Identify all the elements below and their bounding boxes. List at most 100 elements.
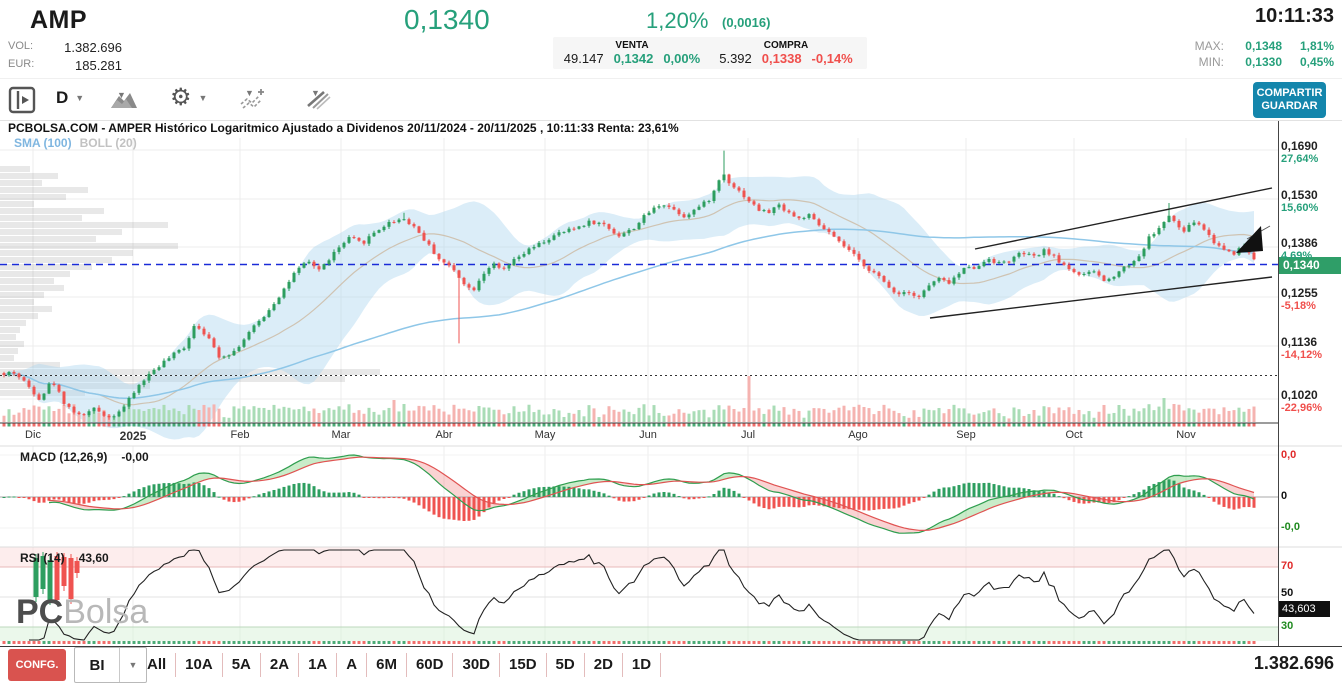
month-label: Abr	[435, 429, 453, 441]
price-axis-percent: 27,64%	[1281, 153, 1319, 165]
clock: 10:11:33	[1255, 5, 1334, 27]
last-price: 0,1340	[404, 4, 490, 35]
chevron-down-icon: ▼	[311, 88, 320, 98]
change-percent: 1,20%	[646, 8, 709, 33]
max-price: 0,1348	[1245, 39, 1282, 53]
header-divider	[0, 78, 1342, 79]
gridlines	[0, 138, 1278, 641]
chevron-down-icon: ▼	[117, 90, 126, 100]
bid-price: 0,1338	[761, 51, 802, 66]
macd-axis-zero: 0	[1281, 490, 1288, 502]
range-button-5a[interactable]: 5A	[223, 652, 261, 677]
watermark-pc: PC	[16, 593, 64, 631]
reference-lines	[0, 263, 1278, 377]
tick-strip-bottom	[2, 641, 1256, 644]
eur-label: EUR:	[8, 58, 35, 70]
chart-type-button[interactable]: ▼	[110, 90, 137, 108]
arrow-annotation	[1236, 225, 1271, 253]
volume-bars	[2, 376, 1256, 422]
price-axis-percent: -14,12%	[1281, 349, 1322, 361]
range-button-30d[interactable]: 30D	[453, 652, 501, 677]
range-button-6m[interactable]: 6M	[367, 652, 407, 677]
macd-panel	[0, 454, 1278, 534]
price-axis-percent: 15,60%	[1281, 202, 1319, 214]
rsi-label-row: RSI (14) 43,60	[20, 551, 109, 565]
month-label: Jun	[639, 429, 657, 441]
draw-tools-button[interactable]: ▼	[304, 88, 331, 110]
vol-value: 1.382.696	[64, 40, 122, 55]
panel-toggle-icon	[8, 86, 36, 114]
legend-boll: BOLL (20)	[79, 136, 137, 150]
range-button-2d[interactable]: 2D	[585, 652, 623, 677]
timeframe-selector[interactable]: D ▼	[56, 88, 84, 108]
config-button[interactable]: CONFG.	[8, 649, 66, 681]
watermark-bolsa: Bolsa	[63, 593, 149, 631]
add-indicator-icon	[240, 89, 264, 109]
month-label: May	[534, 429, 556, 441]
legend-sma: SMA (100)	[14, 136, 72, 150]
month-label: Ago	[848, 429, 868, 441]
settings-button[interactable]: ⚙ ▼	[170, 86, 207, 110]
tick-strip-top	[2, 423, 1256, 427]
macd-label-row: MACD (12,26,9) -0,00	[20, 450, 149, 464]
pcbolsa-watermark: PCBolsa	[16, 594, 148, 630]
price-axis-percent: -22,96%	[1281, 402, 1322, 414]
current-price-badge: 0,1340	[1279, 257, 1341, 274]
range-button-a[interactable]: A	[337, 652, 368, 677]
vol-label: VOL:	[8, 40, 34, 52]
share-save-button[interactable]: COMPARTIR GUARDAR	[1253, 82, 1326, 118]
sma100-line	[3, 228, 1255, 400]
month-label: Feb	[230, 429, 250, 441]
bid-quantity: 5.392	[719, 51, 752, 66]
indicators-button[interactable]: ▼	[238, 88, 264, 109]
area-chart-icon	[111, 93, 137, 108]
rsi-value: 43,60	[78, 551, 109, 565]
range-button-1a[interactable]: 1A	[299, 652, 338, 677]
price-axis-value: 0,1386	[1281, 236, 1318, 250]
candles	[2, 150, 1256, 420]
range-button-5d[interactable]: 5D	[547, 652, 585, 677]
save-label: GUARDAR	[1261, 100, 1318, 112]
month-label: Nov	[1176, 429, 1196, 441]
range-button-10a[interactable]: 10A	[176, 652, 223, 677]
range-buttons: All 10A 5A 2A 1A A 6M 60D 30D 15D 5D 2D 1D	[138, 647, 662, 682]
trend-lines	[929, 187, 1273, 319]
range-button-1d[interactable]: 1D	[623, 652, 662, 677]
chevron-down-icon: ▼	[119, 648, 146, 682]
macd-axis-bottom: -0,0	[1281, 521, 1300, 533]
range-button-all[interactable]: All	[138, 652, 177, 677]
price-axis-value: 0,1255	[1281, 286, 1318, 300]
macd-axis-top: 0,0	[1281, 449, 1297, 461]
price-axis-percent: -5,18%	[1281, 300, 1316, 312]
max-percent: 1,81%	[1299, 39, 1334, 53]
range-button-60d[interactable]: 60D	[407, 652, 454, 677]
bottom-divider	[0, 646, 1342, 647]
panel-borders	[0, 121, 1342, 646]
range-button-15d[interactable]: 15D	[500, 652, 547, 677]
ask-quantity: 49.147	[563, 51, 604, 66]
max-label: MAX:	[1194, 39, 1224, 53]
price-axis-value: 0,1020	[1281, 388, 1318, 402]
month-label: Mar	[331, 429, 351, 441]
chart-legend: SMA (100) BOLL (20)	[14, 136, 137, 150]
bid-box: COMPRA 5.392 0,1338 -0,14%	[705, 37, 867, 69]
ask-box: VENTA 49.147 0,1342 0,00%	[553, 37, 711, 69]
bollinger-band	[4, 176, 1254, 440]
gear-icon: ⚙	[170, 84, 192, 111]
macd-value: -0,00	[121, 450, 149, 464]
min-percent: 0,45%	[1299, 55, 1334, 69]
indicator-select-value: BI	[89, 656, 105, 674]
volume-eur-block: VOL: 1.382.696 EUR: 185.281	[8, 40, 122, 73]
total-volume: 1.382.696	[1253, 653, 1334, 673]
ask-price: 0,1342	[613, 51, 654, 66]
ask-label: VENTA	[615, 40, 649, 51]
month-label: Jul	[740, 429, 756, 441]
price-axis-value: 0,1136	[1281, 335, 1318, 349]
price-axis-value: 0,1690	[1281, 139, 1318, 153]
bid-label: COMPRA	[763, 40, 809, 51]
range-button-2a[interactable]: 2A	[261, 652, 300, 677]
indicator-select[interactable]: BI ▼	[74, 647, 147, 683]
bid-change: -0,14%	[811, 51, 853, 66]
symbol-ticker: AMP	[30, 6, 88, 34]
